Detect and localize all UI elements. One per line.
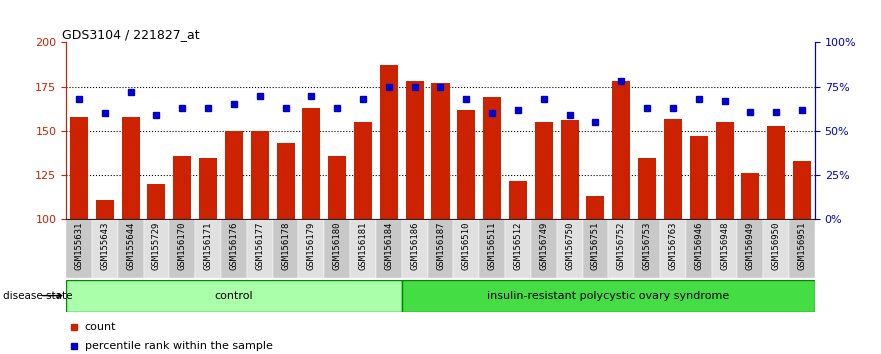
Bar (324, 219, 350, 278)
Text: GSM156950: GSM156950 (772, 221, 781, 270)
Bar (609, 219, 634, 278)
Text: GSM156946: GSM156946 (694, 221, 703, 270)
Bar (793, 161, 811, 219)
Bar (505, 219, 531, 278)
Text: GSM156179: GSM156179 (307, 221, 316, 270)
Bar (251, 131, 269, 219)
Text: GSM156187: GSM156187 (436, 221, 445, 270)
Bar (299, 219, 324, 278)
Text: GSM156512: GSM156512 (514, 221, 522, 270)
Bar (690, 136, 707, 219)
Text: GSM156951: GSM156951 (797, 221, 806, 270)
Text: GSM156749: GSM156749 (539, 221, 548, 270)
Bar (402, 280, 815, 312)
Text: GSM156180: GSM156180 (333, 221, 342, 270)
Bar (660, 219, 685, 278)
Bar (427, 219, 454, 278)
Text: GSM155729: GSM155729 (152, 221, 161, 270)
Bar (96, 200, 114, 219)
Bar (354, 122, 372, 219)
Text: GSM155643: GSM155643 (100, 221, 109, 270)
Bar (612, 81, 630, 219)
Bar (634, 219, 660, 278)
Text: GSM156184: GSM156184 (384, 221, 393, 270)
Bar (712, 219, 737, 278)
Text: control: control (215, 291, 253, 301)
Bar (715, 122, 734, 219)
Bar (225, 131, 243, 219)
Bar (92, 219, 118, 278)
Text: GSM156763: GSM156763 (669, 221, 677, 270)
Bar (66, 219, 92, 278)
Bar (582, 219, 609, 278)
Bar (479, 219, 505, 278)
Text: GSM156753: GSM156753 (642, 221, 652, 270)
Text: GSM156176: GSM156176 (229, 221, 239, 270)
Text: GSM156511: GSM156511 (488, 221, 497, 270)
Text: GSM156170: GSM156170 (178, 221, 187, 270)
Bar (199, 158, 217, 219)
Bar (737, 219, 763, 278)
Bar (560, 120, 579, 219)
Bar (535, 122, 552, 219)
Text: GSM156181: GSM156181 (359, 221, 367, 270)
Bar (402, 219, 427, 278)
Bar (789, 219, 815, 278)
Bar (763, 219, 789, 278)
Text: count: count (85, 322, 116, 332)
Bar (70, 117, 88, 219)
Text: GSM156751: GSM156751 (591, 221, 600, 270)
Text: GSM156949: GSM156949 (746, 221, 755, 270)
Bar (196, 219, 221, 278)
Bar (376, 219, 402, 278)
Bar (405, 81, 424, 219)
Bar (118, 219, 144, 278)
Text: GSM155644: GSM155644 (126, 221, 135, 270)
Bar (350, 219, 376, 278)
Text: GSM156186: GSM156186 (411, 221, 419, 270)
Bar (557, 219, 582, 278)
Bar (432, 83, 449, 219)
Bar (767, 126, 785, 219)
Text: GSM156510: GSM156510 (462, 221, 470, 270)
Bar (509, 181, 527, 219)
Bar (328, 156, 346, 219)
Text: GSM156178: GSM156178 (281, 221, 290, 270)
Text: GSM156752: GSM156752 (617, 221, 626, 270)
Bar (531, 219, 557, 278)
Text: GDS3104 / 221827_at: GDS3104 / 221827_at (63, 28, 200, 41)
Bar (685, 219, 712, 278)
Bar (587, 196, 604, 219)
Bar (302, 108, 321, 219)
Bar (122, 117, 140, 219)
Bar (664, 119, 682, 219)
Bar (221, 219, 247, 278)
Bar (174, 156, 191, 219)
Bar (247, 219, 272, 278)
Text: GSM156750: GSM156750 (565, 221, 574, 270)
Bar (380, 65, 398, 219)
Text: GSM156171: GSM156171 (204, 221, 212, 270)
Bar (277, 143, 294, 219)
Text: disease state: disease state (4, 291, 76, 301)
Bar (741, 173, 759, 219)
Text: percentile rank within the sample: percentile rank within the sample (85, 341, 273, 351)
Bar (272, 219, 299, 278)
Bar (638, 158, 656, 219)
Bar (483, 97, 501, 219)
Bar (454, 219, 479, 278)
Text: GSM156948: GSM156948 (720, 221, 729, 270)
Bar (457, 110, 476, 219)
Bar (144, 219, 169, 278)
Bar (169, 219, 196, 278)
Text: GSM156177: GSM156177 (255, 221, 264, 270)
Text: GSM155631: GSM155631 (75, 221, 84, 270)
Bar (66, 280, 402, 312)
Bar (147, 184, 166, 219)
Text: insulin-resistant polycystic ovary syndrome: insulin-resistant polycystic ovary syndr… (487, 291, 729, 301)
